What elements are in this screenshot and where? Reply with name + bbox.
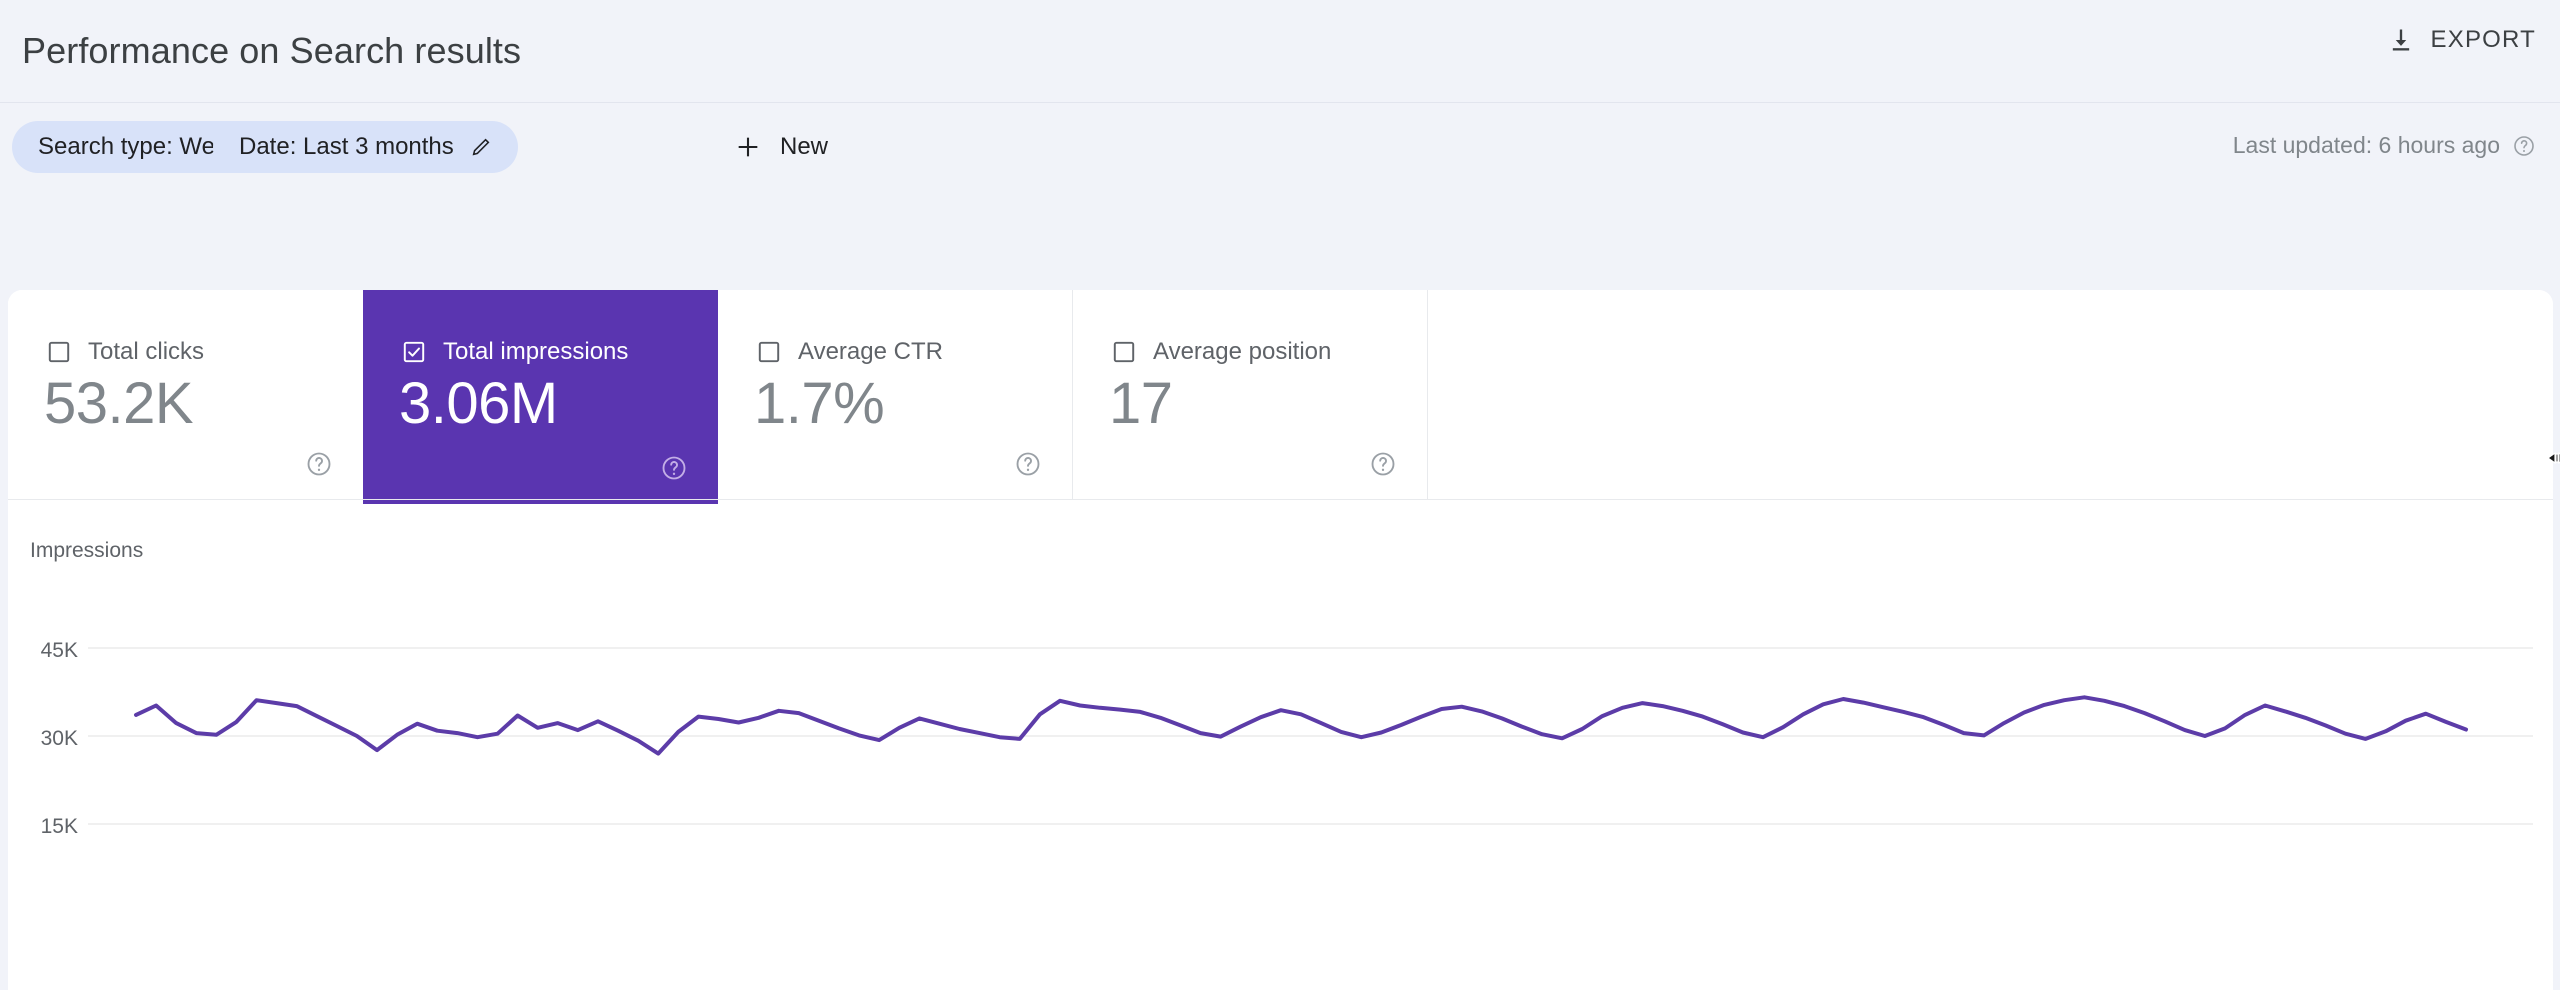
filter-chip-label: Search type: Web	[38, 133, 229, 160]
last-updated-text: Last updated: 6 hours ago	[2232, 132, 2500, 158]
metric-header: Average CTR	[756, 338, 943, 366]
download-icon	[2387, 26, 2415, 54]
last-updated: Last updated: 6 hours ago	[2233, 132, 2536, 159]
plus-icon	[734, 133, 762, 161]
filter-chip-date[interactable]: Date: Last 3 months	[213, 121, 518, 173]
help-circle-icon[interactable]	[305, 450, 333, 478]
y-tick-label: 45K	[40, 639, 78, 662]
add-filter-label: New	[780, 133, 829, 160]
metric-value: 1.7%	[754, 371, 885, 436]
metric-value: 3.06M	[399, 371, 558, 436]
checkbox-unchecked-icon[interactable]	[46, 339, 72, 365]
filter-chip-label: Date: Last 3 months	[239, 133, 454, 160]
metric-header: Total impressions	[401, 338, 628, 366]
metric-label: Average position	[1153, 338, 1332, 365]
chart-y-axis-title: Impressions	[30, 539, 144, 562]
checkbox-unchecked-icon[interactable]	[756, 339, 782, 365]
metric-label: Average CTR	[798, 338, 943, 365]
filter-bar: Search type: Web Date: Last 3 months New…	[0, 104, 2560, 200]
checkbox-unchecked-icon[interactable]	[1111, 339, 1137, 365]
metric-header: Total clicks	[46, 338, 204, 366]
add-filter-button[interactable]: New	[722, 121, 840, 173]
export-button[interactable]: EXPORT	[2387, 26, 2536, 54]
metric-card-total-impressions[interactable]: Total impressions 3.06M	[363, 290, 718, 504]
metric-card-average-position[interactable]: Average position 17	[1073, 290, 1428, 500]
pencil-icon[interactable]	[470, 136, 492, 158]
page-title: Performance on Search results	[22, 30, 522, 71]
metric-label: Total impressions	[443, 338, 629, 365]
chart-plot-area[interactable]	[8, 505, 2553, 990]
help-circle-icon[interactable]	[1014, 450, 1042, 478]
export-label: EXPORT	[2430, 26, 2536, 53]
metric-value: 17	[1109, 371, 1173, 436]
help-circle-icon[interactable]	[1369, 450, 1397, 478]
impressions-chart: Impressions 45K 30K 15K	[8, 505, 2553, 990]
page-header: Performance on Search results EXPORT	[0, 0, 2560, 103]
help-circle-icon[interactable]	[660, 454, 688, 482]
metric-header: Average position	[1111, 338, 1331, 366]
metric-cards: Total clicks 53.2K Total	[8, 290, 2553, 504]
y-tick-label: 30K	[40, 727, 78, 750]
checkbox-checked-icon[interactable]	[401, 339, 427, 365]
metric-card-average-ctr[interactable]: Average CTR 1.7%	[718, 290, 1073, 500]
performance-panel: Total clicks 53.2K Total	[8, 290, 2553, 990]
metric-card-total-clicks[interactable]: Total clicks 53.2K	[8, 290, 363, 500]
metric-label: Total clicks	[88, 338, 205, 365]
y-tick-label: 15K	[40, 815, 78, 838]
metric-value: 53.2K	[44, 371, 194, 436]
help-circle-icon[interactable]	[2512, 134, 2536, 158]
metrics-divider	[8, 499, 2553, 500]
horizontal-resize-cursor[interactable]	[2538, 442, 2560, 474]
